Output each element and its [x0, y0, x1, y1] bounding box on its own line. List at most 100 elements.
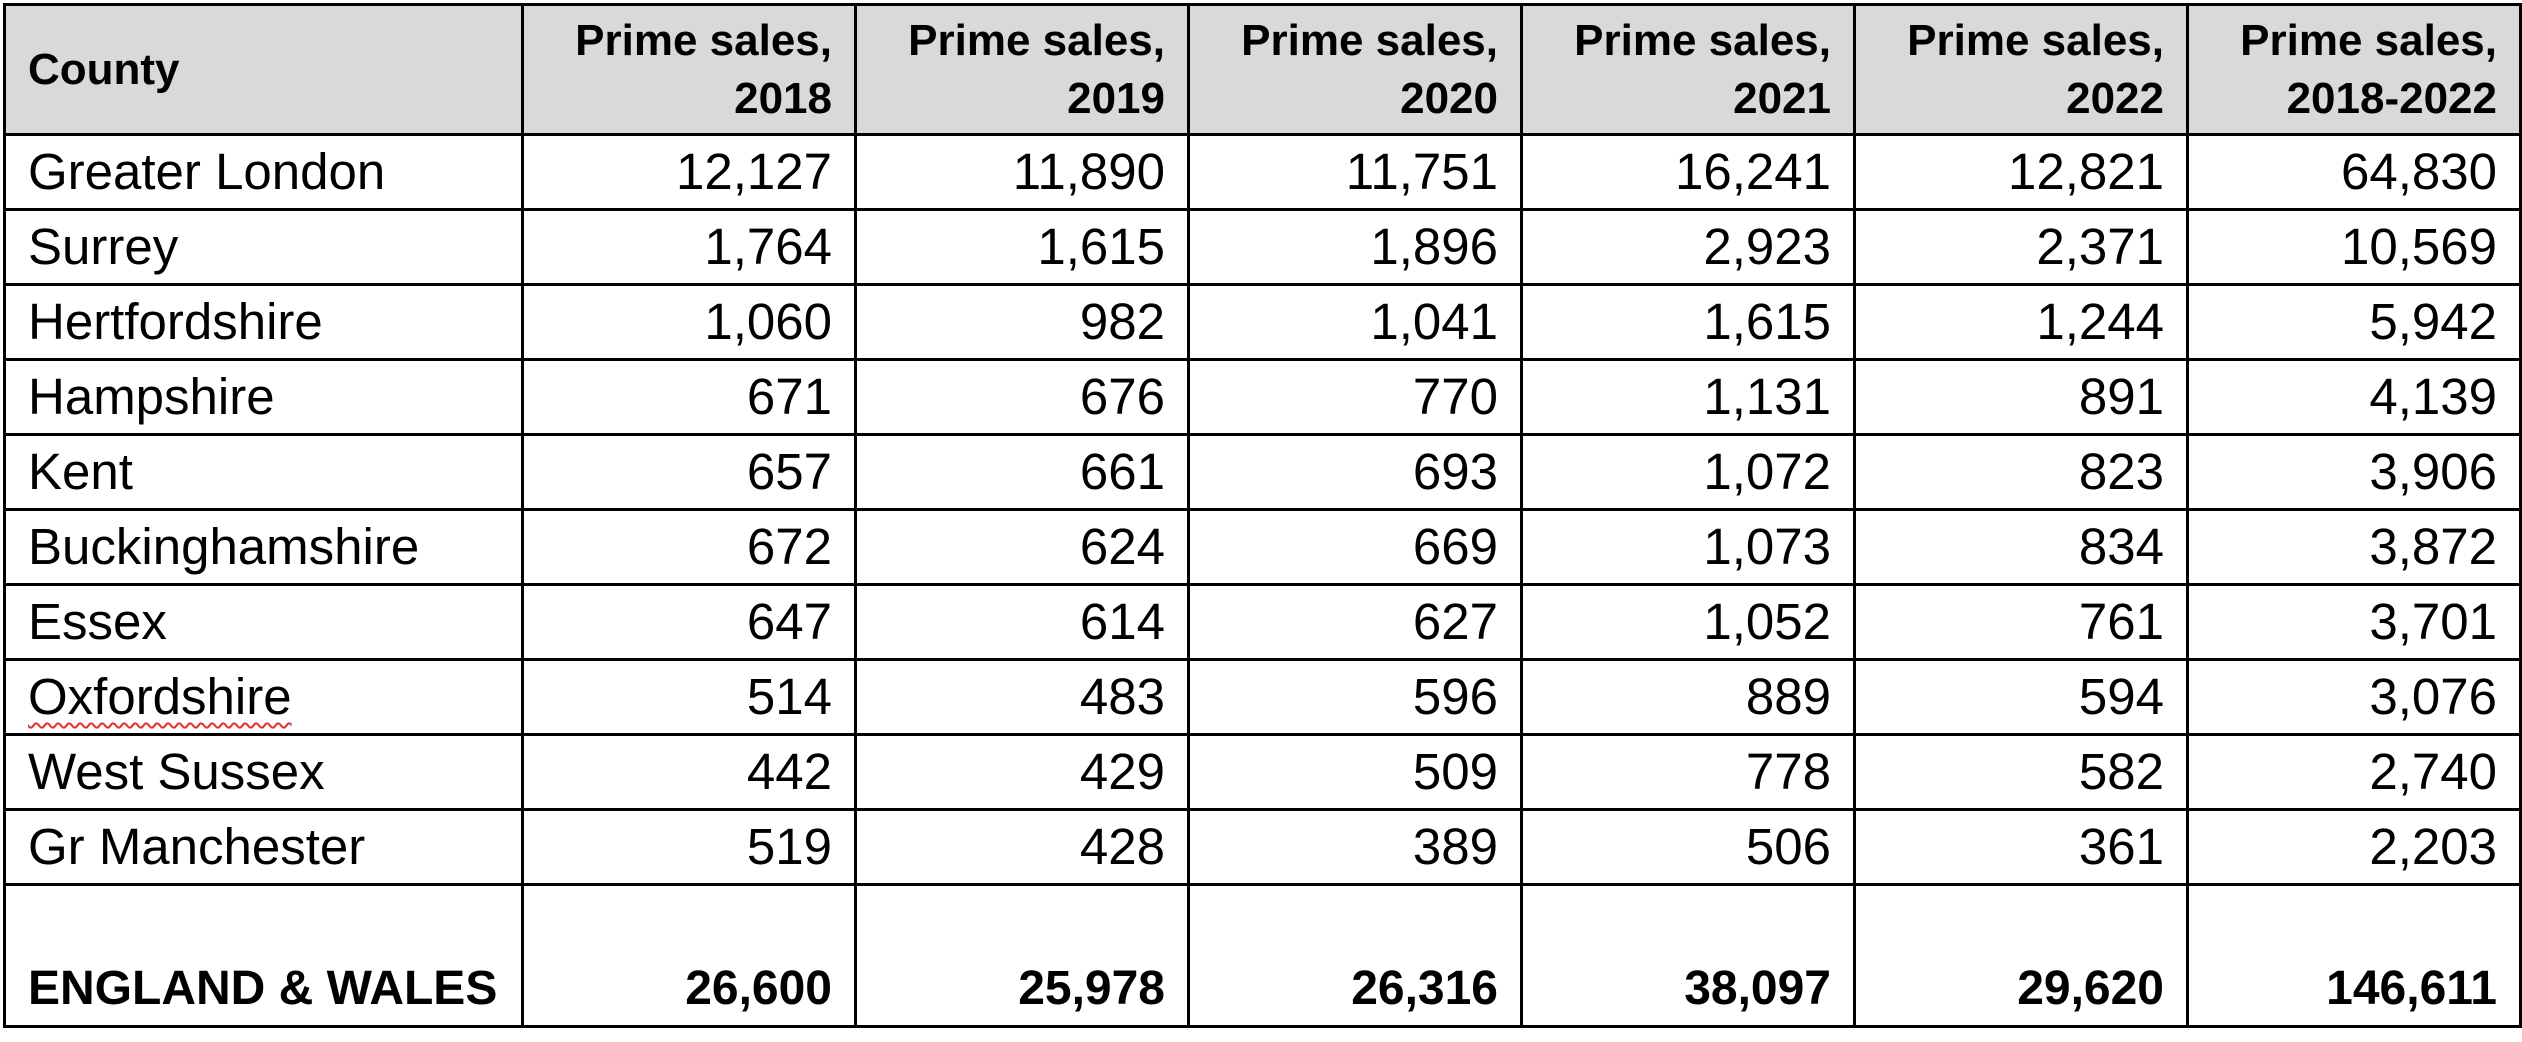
value-cell: 669: [1187, 508, 1523, 586]
table-header: County Prime sales, 2018 Prime sales, 2019…: [3, 3, 2522, 136]
county-cell: Hampshire: [3, 358, 524, 436]
header-county: County: [3, 3, 524, 136]
total-value-cell: 5,942: [2186, 283, 2522, 361]
value-cell: 889: [1520, 658, 1856, 736]
total-value-cell: 26,316: [1187, 883, 1523, 1028]
value-cell: 2,923: [1520, 208, 1856, 286]
value-cell: 428: [854, 808, 1190, 886]
value-cell: 891: [1853, 358, 2189, 436]
table-total-row: ENGLAND & WALES 26,600 25,978 26,316 38,…: [3, 883, 2522, 1028]
value-cell: 389: [1187, 808, 1523, 886]
header-year: 2018-2022: [2286, 73, 2497, 123]
header-label: Prime sales,: [1241, 15, 1498, 65]
value-cell: 761: [1853, 583, 2189, 661]
value-cell: 834: [1853, 508, 2189, 586]
value-cell: 614: [854, 583, 1190, 661]
value-cell: 1,073: [1520, 508, 1856, 586]
table-body: Greater London 12,127 11,890 11,751 16,2…: [3, 133, 2522, 1028]
value-cell: 519: [521, 808, 857, 886]
value-cell: 982: [854, 283, 1190, 361]
total-value-cell: 64,830: [2186, 133, 2522, 211]
value-cell: 1,615: [1520, 283, 1856, 361]
total-label-cell: ENGLAND & WALES: [3, 883, 524, 1028]
value-cell: 624: [854, 508, 1190, 586]
table-row: Kent 657 661 693 1,072 823 3,906: [3, 433, 2522, 511]
header-year: 2020: [1400, 73, 1498, 123]
county-cell: Buckinghamshire: [3, 508, 524, 586]
total-value-cell: 10,569: [2186, 208, 2522, 286]
value-cell: 12,127: [521, 133, 857, 211]
total-value-cell: 25,978: [854, 883, 1190, 1028]
prime-sales-table: County Prime sales, 2018 Prime sales, 2019…: [3, 3, 2522, 1028]
value-cell: 661: [854, 433, 1190, 511]
value-cell: 770: [1187, 358, 1523, 436]
value-cell: 1,041: [1187, 283, 1523, 361]
header-label: Prime sales,: [908, 15, 1165, 65]
table-row: Oxfordshire 514 483 596 889 594 3,076: [3, 658, 2522, 736]
table-row: Essex 647 614 627 1,052 761 3,701: [3, 583, 2522, 661]
header-label: Prime sales,: [1907, 15, 2164, 65]
value-cell: 778: [1520, 733, 1856, 811]
value-cell: 16,241: [1520, 133, 1856, 211]
value-cell: 11,890: [854, 133, 1190, 211]
value-cell: 361: [1853, 808, 2189, 886]
value-cell: 647: [521, 583, 857, 661]
value-cell: 12,821: [1853, 133, 2189, 211]
value-cell: 483: [854, 658, 1190, 736]
header-year: 2018: [734, 73, 832, 123]
value-cell: 627: [1187, 583, 1523, 661]
header-label: Prime sales,: [575, 15, 832, 65]
county-cell: Oxfordshire: [3, 658, 524, 736]
table-row: Surrey 1,764 1,615 1,896 2,923 2,371 10,…: [3, 208, 2522, 286]
value-cell: 2,371: [1853, 208, 2189, 286]
total-value-cell: 3,701: [2186, 583, 2522, 661]
value-cell: 514: [521, 658, 857, 736]
table-row: Buckinghamshire 672 624 669 1,073 834 3,…: [3, 508, 2522, 586]
spellcheck-underlined-text: Oxfordshire: [28, 668, 292, 725]
table-row: Gr Manchester 519 428 389 506 361 2,203: [3, 808, 2522, 886]
total-value-cell: 38,097: [1520, 883, 1856, 1028]
value-cell: 1,615: [854, 208, 1190, 286]
table-row: Greater London 12,127 11,890 11,751 16,2…: [3, 133, 2522, 211]
header-2022: Prime sales, 2022: [1853, 3, 2189, 136]
value-cell: 693: [1187, 433, 1523, 511]
total-value-cell: 4,139: [2186, 358, 2522, 436]
document-table-container: County Prime sales, 2018 Prime sales, 2019…: [3, 3, 2522, 1028]
total-value-cell: 2,203: [2186, 808, 2522, 886]
value-cell: 1,244: [1853, 283, 2189, 361]
header-year: 2022: [2066, 73, 2164, 123]
header-2021: Prime sales, 2021: [1520, 3, 1856, 136]
county-cell: Greater London: [3, 133, 524, 211]
header-2018: Prime sales, 2018: [521, 3, 857, 136]
header-2019: Prime sales, 2019: [854, 3, 1190, 136]
grand-total-cell: 146,611: [2186, 883, 2522, 1028]
header-label: Prime sales,: [2240, 15, 2497, 65]
county-cell: West Sussex: [3, 733, 524, 811]
total-value-cell: 29,620: [1853, 883, 2189, 1028]
value-cell: 596: [1187, 658, 1523, 736]
county-cell: Gr Manchester: [3, 808, 524, 886]
county-cell: Essex: [3, 583, 524, 661]
table-row: West Sussex 442 429 509 778 582 2,740: [3, 733, 2522, 811]
table-row: Hampshire 671 676 770 1,131 891 4,139: [3, 358, 2522, 436]
value-cell: 1,764: [521, 208, 857, 286]
value-cell: 676: [854, 358, 1190, 436]
value-cell: 442: [521, 733, 857, 811]
header-year: 2019: [1067, 73, 1165, 123]
county-cell: Surrey: [3, 208, 524, 286]
header-2018-2022: Prime sales, 2018-2022: [2186, 3, 2522, 136]
header-label: Prime sales,: [1574, 15, 1831, 65]
header-2020: Prime sales, 2020: [1187, 3, 1523, 136]
total-value-cell: 3,076: [2186, 658, 2522, 736]
total-value-cell: 3,906: [2186, 433, 2522, 511]
county-cell: Kent: [3, 433, 524, 511]
value-cell: 1,052: [1520, 583, 1856, 661]
table-row: Hertfordshire 1,060 982 1,041 1,615 1,24…: [3, 283, 2522, 361]
total-value-cell: 3,872: [2186, 508, 2522, 586]
value-cell: 582: [1853, 733, 2189, 811]
value-cell: 509: [1187, 733, 1523, 811]
value-cell: 11,751: [1187, 133, 1523, 211]
value-cell: 1,060: [521, 283, 857, 361]
value-cell: 1,131: [1520, 358, 1856, 436]
value-cell: 823: [1853, 433, 2189, 511]
